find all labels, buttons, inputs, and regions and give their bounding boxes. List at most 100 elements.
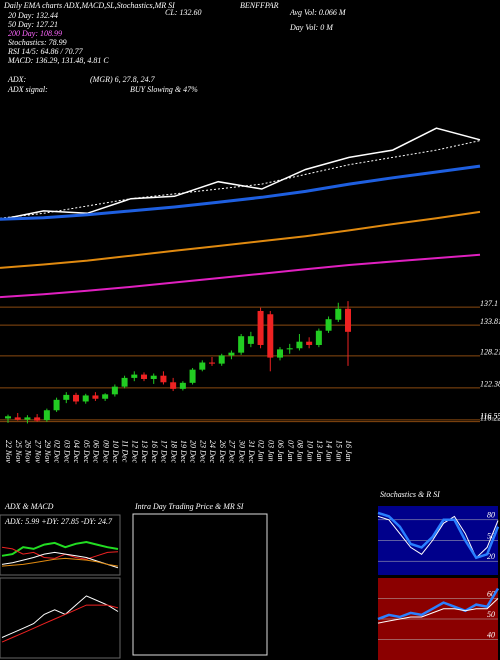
x-tick-label: 19 Dec bbox=[179, 440, 188, 463]
candle-body bbox=[150, 375, 157, 379]
adx-values: (MGR) 6, 27.8, 24.7 bbox=[90, 75, 156, 84]
x-tick-label: 03 Dec bbox=[62, 440, 71, 463]
y-tick-label: 137.1 bbox=[480, 299, 498, 308]
adx-signal-label: ADX signal: bbox=[7, 85, 48, 94]
series-line bbox=[1, 546, 119, 560]
series-line bbox=[1, 604, 119, 643]
rsi: RSI 14/5: 64.86 / 70.77 bbox=[7, 47, 84, 56]
y-tick-label: 50 bbox=[487, 531, 495, 540]
candle-body bbox=[82, 395, 89, 402]
x-tick-label: 08 Jan bbox=[296, 440, 305, 462]
y-tick-label: 20 bbox=[487, 552, 495, 561]
x-tick-label: 29 Nov bbox=[43, 440, 52, 463]
series-line bbox=[0, 140, 481, 219]
candle-body bbox=[92, 395, 99, 399]
candle-body bbox=[102, 394, 109, 399]
candle-body bbox=[315, 330, 322, 345]
ticker: BENFFPAR bbox=[240, 1, 279, 10]
candle-body bbox=[131, 374, 138, 378]
x-tick-label: 25 Nov bbox=[14, 440, 23, 463]
x-tick-label: 15 Jan bbox=[334, 440, 343, 462]
x-tick-label: 26 Dec bbox=[218, 440, 227, 463]
candle-body bbox=[73, 394, 79, 402]
candle-body bbox=[179, 382, 186, 389]
candle-body bbox=[14, 417, 21, 420]
candle-body bbox=[170, 382, 177, 389]
series-line bbox=[1, 540, 119, 557]
adx-signal: BUY Slowing & 47% bbox=[130, 85, 198, 94]
day-vol: Day Vol: 0 M bbox=[289, 23, 334, 32]
x-tick-label: 02 Jan bbox=[257, 440, 266, 462]
series-line bbox=[377, 587, 500, 621]
ema-20: 20 Day: 132.44 bbox=[8, 11, 58, 20]
y-tick-label: 116.22 bbox=[480, 413, 500, 422]
x-tick-label: 17 Dec bbox=[160, 440, 169, 463]
candle-body bbox=[228, 352, 235, 356]
candle-body bbox=[238, 336, 245, 353]
x-tick-label: 26 Nov bbox=[24, 440, 33, 463]
series-line bbox=[377, 511, 500, 560]
candle-body bbox=[53, 399, 60, 411]
panel-subtitle: ADX: 5.99 +DY: 27.85 -DY: 24.7 bbox=[4, 517, 113, 526]
candle-body bbox=[160, 375, 167, 383]
series-line bbox=[1, 551, 119, 569]
y-tick-label: 80 bbox=[487, 511, 495, 520]
candle-body bbox=[63, 394, 70, 400]
stochastics: Stochastics: 78.99 bbox=[8, 38, 67, 47]
y-tick-label: 40 bbox=[487, 630, 495, 639]
x-tick-label: 10 Jan bbox=[305, 440, 314, 462]
x-tick-label: 24 Dec bbox=[208, 440, 217, 463]
avg-vol: Avg Vol: 0.066 M bbox=[289, 8, 347, 17]
series-line bbox=[0, 127, 481, 221]
candle-body bbox=[345, 308, 351, 332]
candle-body bbox=[277, 349, 283, 358]
candle-body bbox=[335, 308, 342, 320]
series-line bbox=[0, 253, 481, 299]
header-title: Daily EMA charts ADX,MACD,SL,Stochastics… bbox=[3, 1, 175, 10]
ema-200: 200 Day: 108.99 bbox=[8, 29, 62, 38]
y-tick-label: 60 bbox=[487, 589, 495, 598]
x-tick-label: 12 Dec bbox=[130, 440, 139, 463]
candle-body bbox=[141, 374, 147, 379]
candle-body bbox=[121, 377, 128, 387]
candle-body bbox=[306, 341, 313, 345]
candle-body bbox=[5, 416, 11, 419]
x-tick-label: 16 Dec bbox=[150, 440, 159, 463]
intraday-title: Intra Day Trading Price & MR SI bbox=[134, 502, 244, 511]
x-tick-label: 03 Jan bbox=[266, 440, 275, 462]
candle-body bbox=[24, 417, 31, 420]
panel-title: ADX & MACD bbox=[4, 502, 54, 511]
candle-body bbox=[247, 336, 254, 344]
candle-body bbox=[325, 319, 332, 331]
x-tick-label: 06 Jan bbox=[276, 440, 285, 462]
macd-box bbox=[0, 577, 121, 659]
ema-50: 50 Day: 127.21 bbox=[8, 20, 58, 29]
x-tick-label: 16 Jan bbox=[344, 440, 353, 462]
y-tick-label: 133.81 bbox=[480, 317, 500, 326]
candle-body bbox=[199, 362, 206, 370]
x-tick-label: 30 Dec bbox=[237, 439, 246, 463]
x-tick-label: 27 Dec bbox=[228, 440, 237, 463]
candle-body bbox=[34, 417, 41, 421]
adx-box bbox=[0, 514, 121, 576]
x-tick-label: 27 Nov bbox=[33, 440, 42, 463]
candle-body bbox=[43, 410, 50, 421]
y-tick-label: 122.38 bbox=[480, 380, 500, 389]
y-tick-label: 128.21 bbox=[480, 348, 500, 357]
series-line bbox=[0, 210, 481, 269]
x-tick-label: 11 Dec bbox=[121, 440, 130, 463]
x-tick-label: 13 Dec bbox=[140, 440, 149, 463]
x-tick-label: 14 Jan bbox=[325, 440, 334, 462]
candle-body bbox=[111, 386, 118, 395]
x-tick-label: 23 Dec bbox=[198, 440, 207, 463]
x-tick-label: 10 Dec bbox=[111, 440, 120, 463]
candle-body bbox=[189, 369, 196, 383]
panel-title: Stochastics & R SI bbox=[380, 490, 440, 499]
series-line bbox=[0, 164, 481, 221]
x-tick-label: 18 Dec bbox=[169, 440, 178, 463]
x-tick-label: 04 Dec bbox=[72, 440, 81, 463]
series-line bbox=[1, 595, 119, 638]
y-tick-label: 116.55 bbox=[480, 412, 500, 421]
